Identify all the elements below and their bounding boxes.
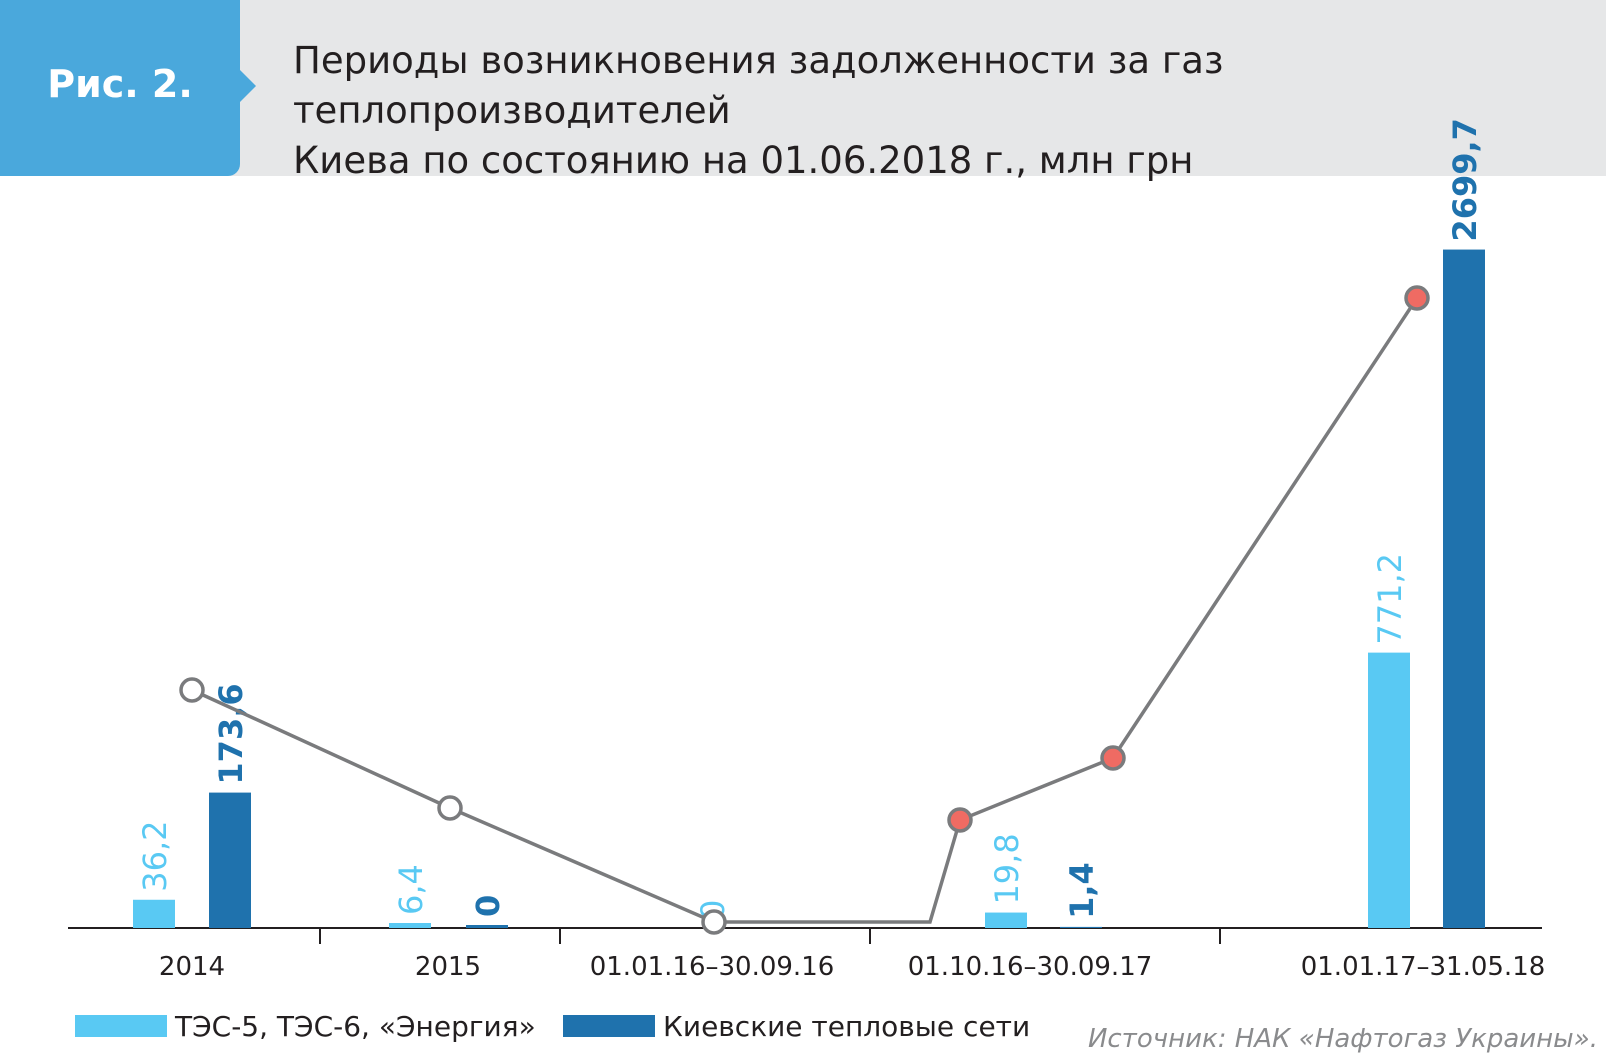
legend-label-series2: Киевские тепловые сети	[663, 1009, 1031, 1043]
x-tick-label-2: 2015	[415, 952, 481, 982]
data-label-s1-c5: 771,2	[1371, 553, 1409, 645]
data-label-s2-c1: 173,6	[212, 683, 250, 784]
trend-marker-6	[1404, 285, 1430, 311]
data-label-s1-c2: 6,4	[392, 864, 430, 915]
x-tick-label-4: 01.10.16–30.09.17	[908, 952, 1153, 982]
data-label-s2-c4: 1,4	[1063, 862, 1101, 919]
trend-marker-3	[701, 909, 727, 935]
legend-item-series2: Киевские тепловые сети	[563, 1006, 1030, 1046]
trend-marker-4	[947, 807, 973, 833]
bar-s2-c5	[1443, 249, 1485, 929]
bar-s1-c5	[1368, 652, 1410, 928]
legend-item-series1: ТЭС-5, ТЭС-6, «Энергия»	[75, 1006, 536, 1046]
trend-marker-5	[1100, 745, 1126, 771]
chart-title-line2: Киева по состоянию на 01.06.2018 г., млн…	[293, 139, 1194, 182]
data-label-s1-c1: 36,2	[136, 821, 174, 892]
chart-title-line1: Периоды возникновения задолженности за г…	[293, 39, 1224, 132]
figure-label: Рис. 2.	[47, 62, 193, 106]
legend-label-series1: ТЭС-5, ТЭС-6, «Энергия»	[175, 1009, 536, 1043]
x-tick-label-1: 2014	[159, 952, 225, 982]
data-label-s2-c2: 0	[469, 895, 507, 917]
trend-marker-2	[437, 795, 463, 821]
header-band	[0, 0, 1606, 176]
trend-line	[191, 297, 1419, 924]
x-tick-label-5: 01.01.17–31.05.18	[1301, 952, 1546, 982]
bar-s1-c1	[133, 899, 175, 928]
bar-s1-c2	[389, 923, 431, 928]
figure-tab	[0, 0, 256, 176]
data-label-s1-c4: 19,8	[988, 833, 1026, 904]
data-label-s2-c5: 2699,7	[1446, 118, 1484, 241]
bar-s2-c4	[1060, 926, 1102, 928]
legend-swatch-series1	[75, 1015, 167, 1037]
source-note: Источник: НАК «Нафтогаз Украины».	[1087, 1024, 1598, 1054]
legend-swatch-series2	[563, 1015, 655, 1037]
x-tick-label-3: 01.01.16–30.09.16	[590, 952, 835, 982]
bar-s2-c1	[209, 792, 251, 928]
bar-s1-c4	[985, 912, 1027, 928]
chart-title: Периоды возникновения задолженности за г…	[293, 36, 1593, 186]
trend-marker-1	[179, 677, 205, 703]
figure-tab-notch	[240, 70, 256, 102]
bar-s2-c2	[466, 925, 508, 928]
